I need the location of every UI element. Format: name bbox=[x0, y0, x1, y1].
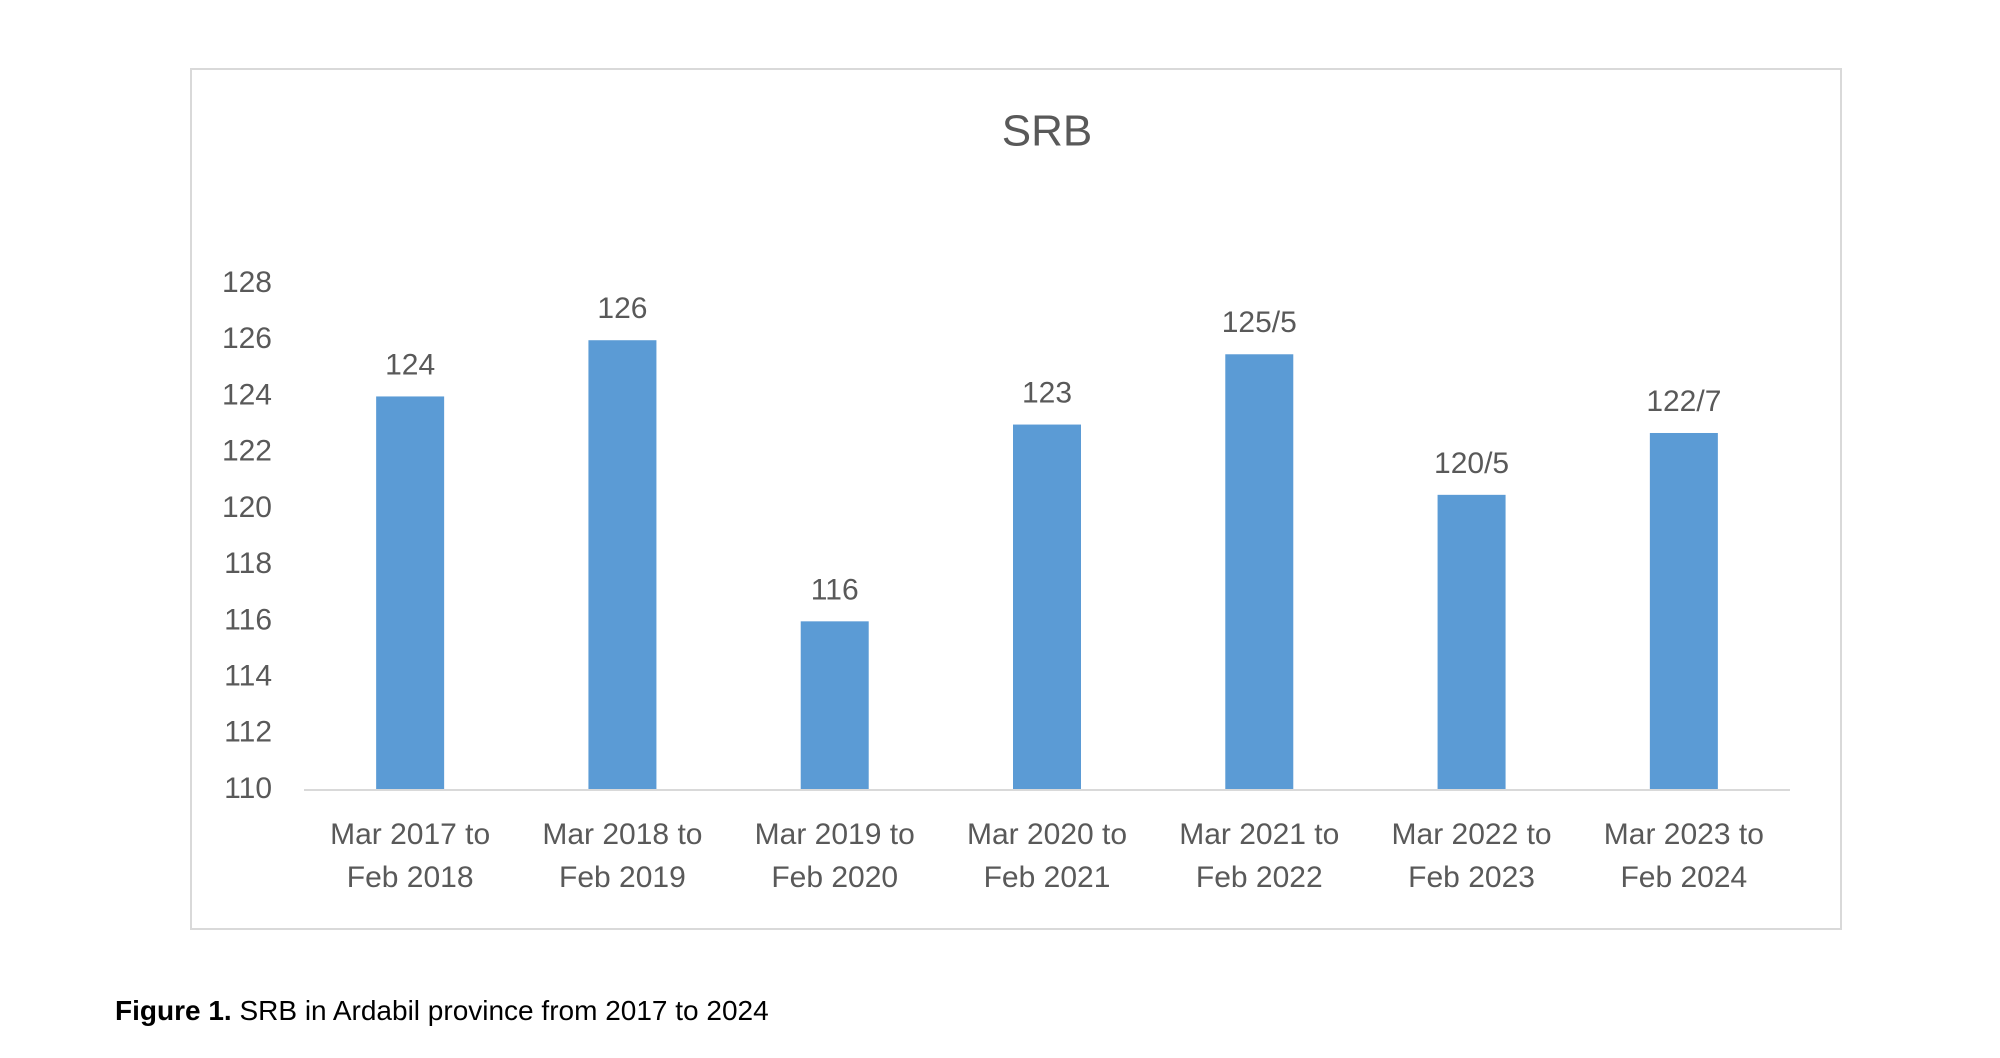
y-tick-label: 112 bbox=[224, 716, 272, 749]
y-tick-label: 124 bbox=[222, 378, 272, 411]
x-tick-label: Feb 2018 bbox=[347, 861, 474, 894]
data-label: 125/5 bbox=[1222, 306, 1297, 339]
x-tick-label: Mar 2018 to bbox=[542, 818, 702, 851]
bar bbox=[376, 396, 445, 790]
figure-caption-label: Figure 1. bbox=[115, 995, 232, 1026]
y-tick-label: 116 bbox=[224, 603, 272, 636]
x-tick-label: Feb 2019 bbox=[559, 861, 686, 894]
x-tick-label: Feb 2020 bbox=[771, 861, 898, 894]
y-tick-label: 114 bbox=[224, 659, 272, 692]
x-tick-label: Mar 2022 to bbox=[1392, 818, 1552, 851]
bar bbox=[588, 340, 657, 790]
figure-caption: Figure 1. SRB in Ardabil province from 2… bbox=[115, 995, 769, 1027]
x-tick-label: Mar 2023 to bbox=[1604, 818, 1764, 851]
bar-chart: SRB 110 112 114 116 118 120 122 124 126 128 124 Mar … bbox=[222, 107, 1790, 894]
x-tick-label: Feb 2021 bbox=[984, 861, 1111, 894]
y-tick-label: 110 bbox=[224, 772, 272, 805]
chart-frame: SRB 110 112 114 116 118 120 122 124 126 128 124 Mar … bbox=[190, 68, 1842, 930]
x-tick-label: Mar 2020 to bbox=[967, 818, 1127, 851]
bar bbox=[1013, 424, 1081, 790]
x-tick-label: Mar 2021 to bbox=[1179, 818, 1339, 851]
x-tick-label: Mar 2017 to bbox=[330, 818, 490, 851]
figure-caption-text: SRB in Ardabil province from 2017 to 202… bbox=[231, 995, 769, 1026]
data-label: 122/7 bbox=[1646, 385, 1721, 418]
x-tick-label: Feb 2024 bbox=[1620, 861, 1747, 894]
data-label: 120/5 bbox=[1434, 447, 1509, 480]
bar bbox=[1225, 354, 1294, 790]
y-tick-label: 118 bbox=[224, 547, 272, 580]
x-tick-label: Feb 2022 bbox=[1196, 861, 1323, 894]
y-tick-label: 126 bbox=[222, 322, 272, 355]
data-label: 126 bbox=[597, 292, 647, 325]
bar bbox=[1437, 494, 1506, 790]
y-tick-label: 128 bbox=[222, 266, 272, 299]
y-tick-label: 122 bbox=[222, 435, 272, 468]
data-label: 123 bbox=[1022, 376, 1072, 409]
bar bbox=[1649, 432, 1718, 790]
chart-title: SRB bbox=[1002, 107, 1092, 156]
bar bbox=[800, 621, 869, 790]
data-label: 124 bbox=[385, 348, 435, 381]
data-label: 116 bbox=[811, 573, 859, 606]
y-tick-label: 120 bbox=[222, 491, 272, 524]
x-tick-label: Feb 2023 bbox=[1408, 861, 1535, 894]
x-tick-label: Mar 2019 to bbox=[755, 818, 915, 851]
